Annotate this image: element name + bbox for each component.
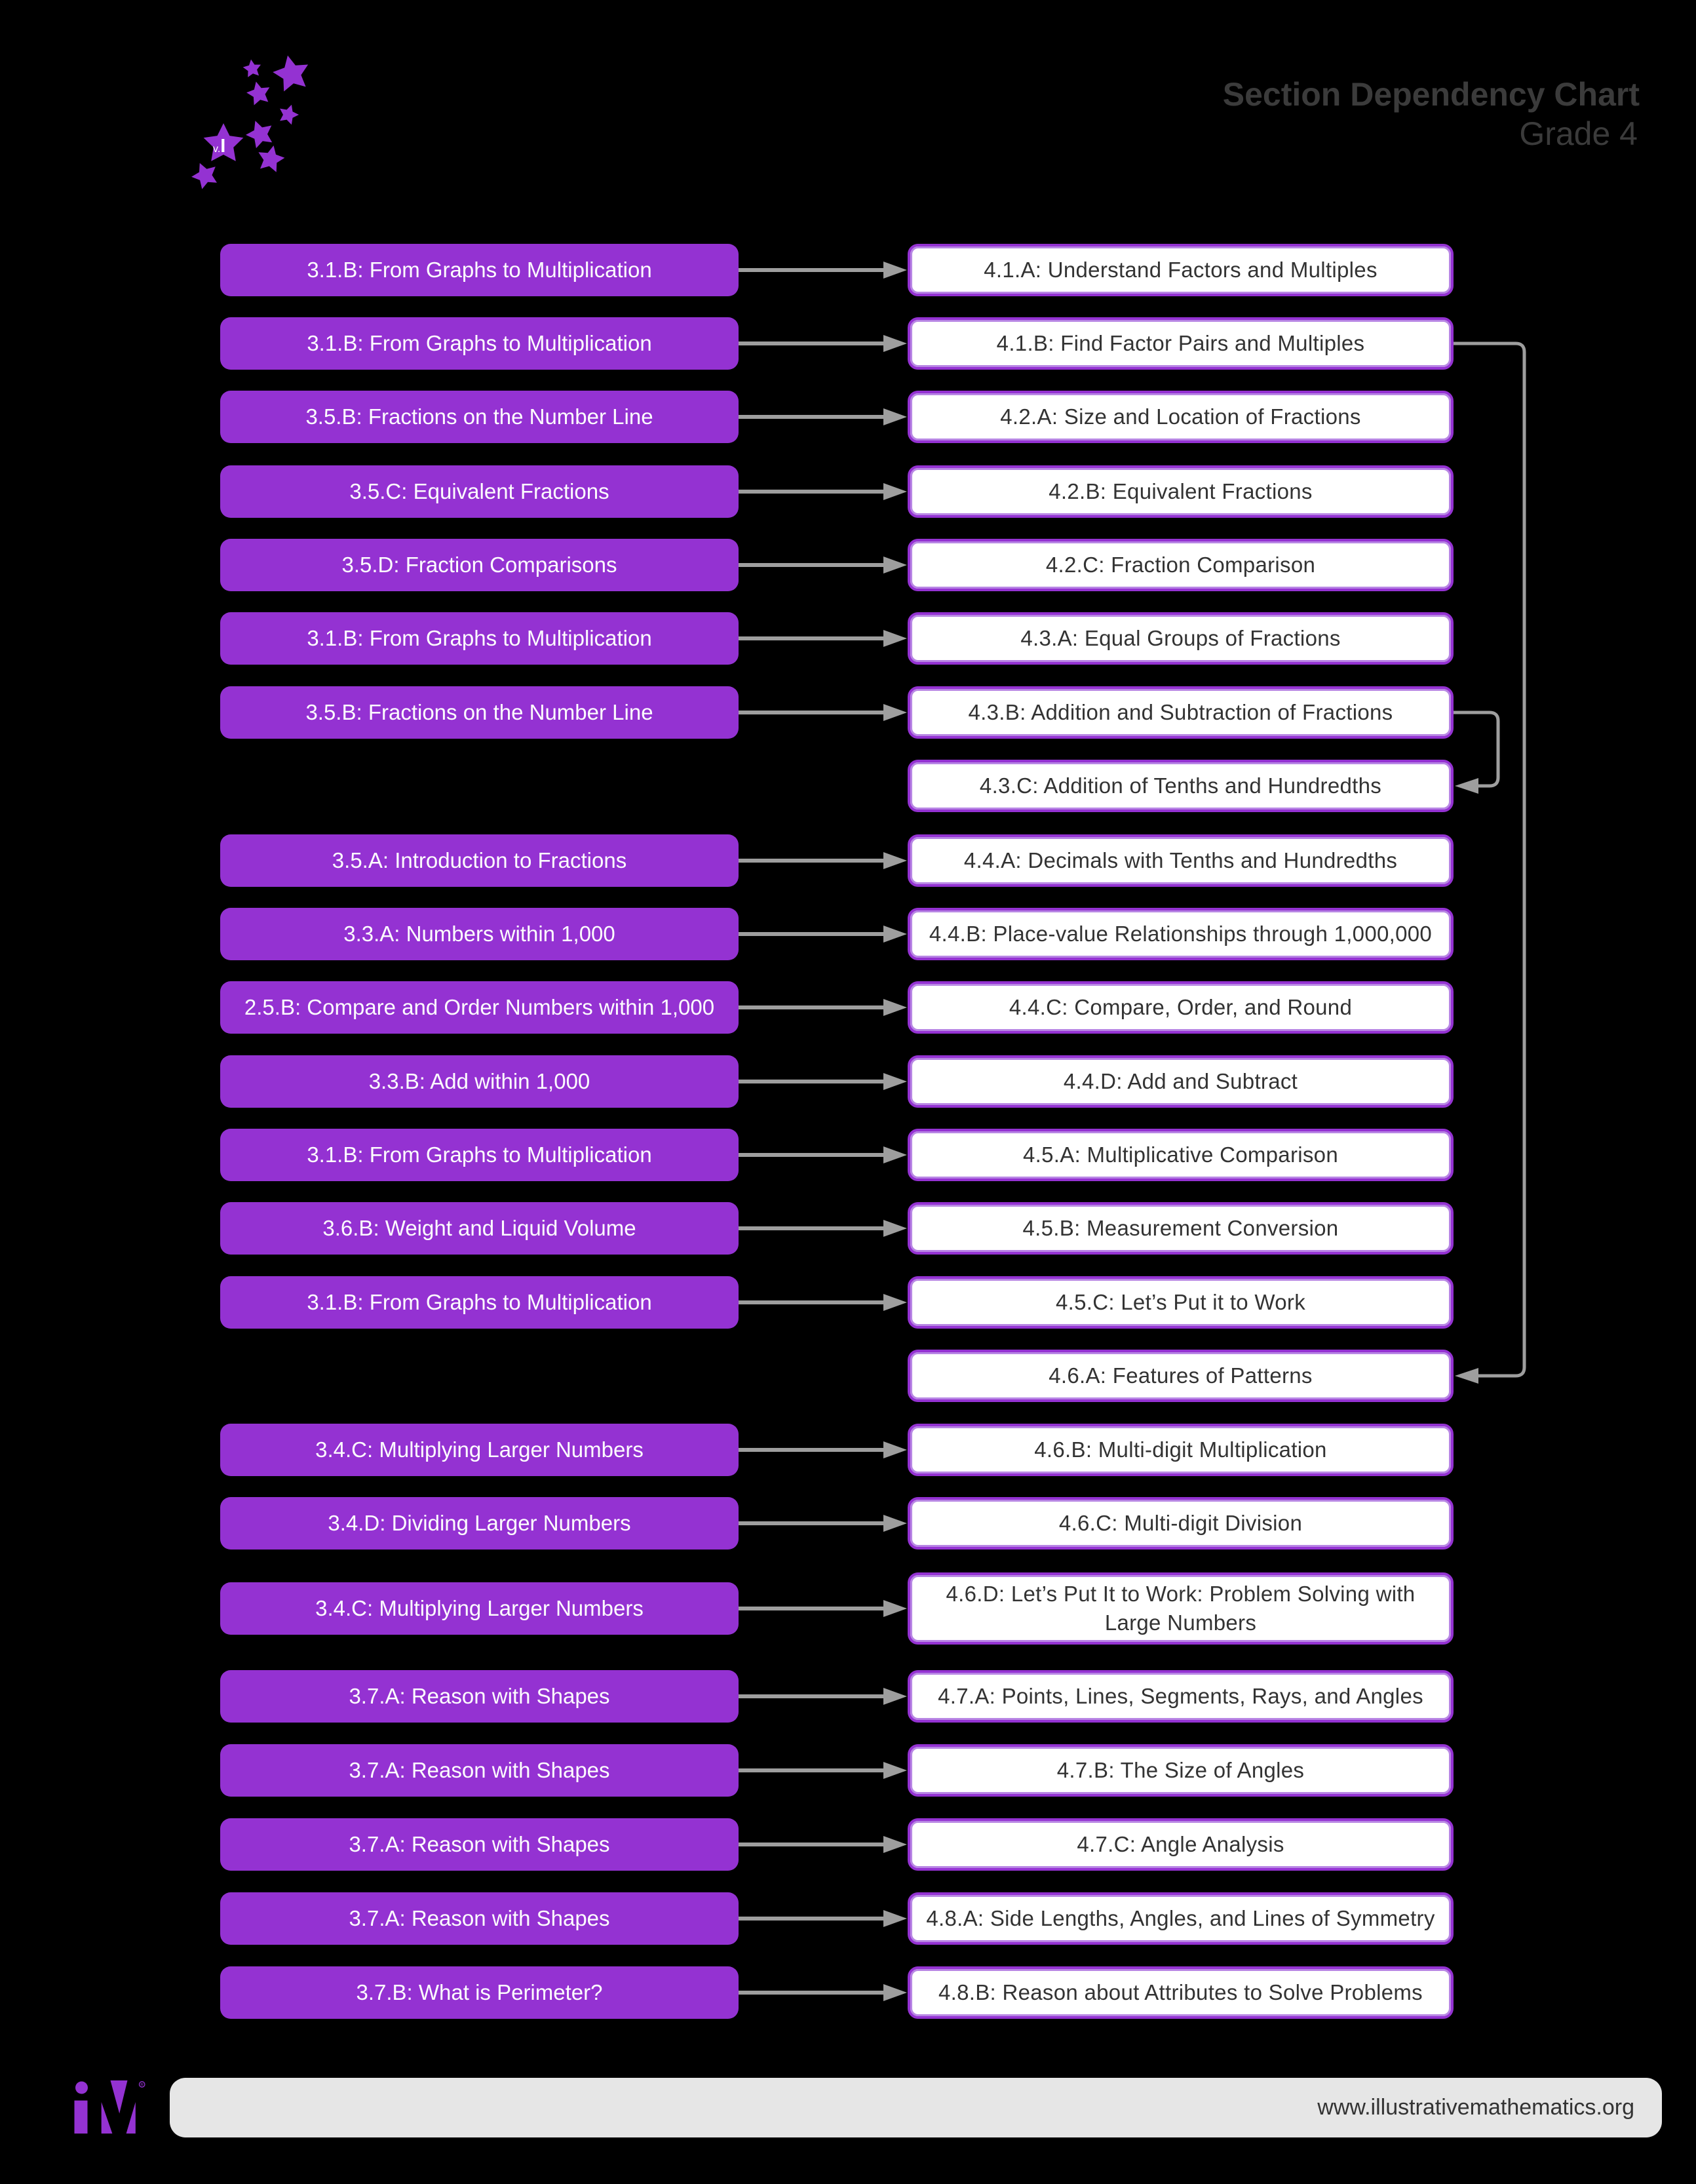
svg-text:R: R [140,2082,144,2087]
